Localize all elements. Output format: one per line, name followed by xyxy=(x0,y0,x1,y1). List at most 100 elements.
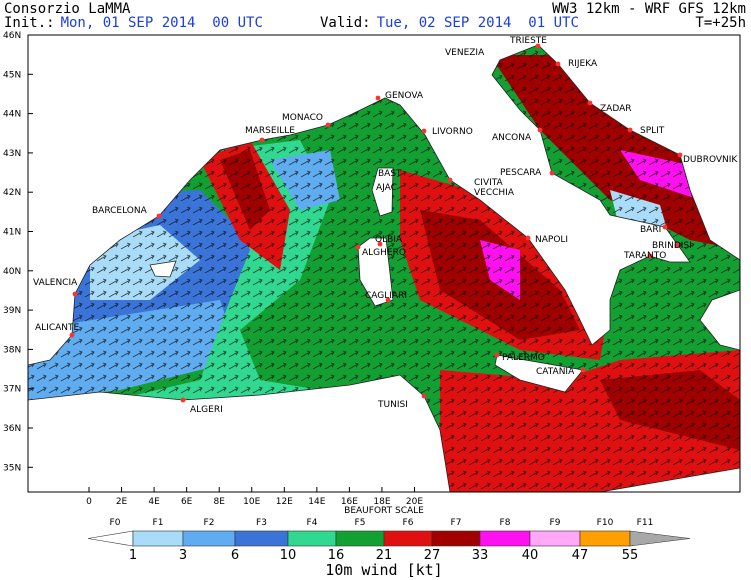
lead-time: T=+25h xyxy=(695,15,746,31)
land-africa xyxy=(28,374,451,492)
city-label: DUBROVNIK xyxy=(683,155,738,165)
legend-speed: 55 xyxy=(622,548,639,563)
legend-class: F6 xyxy=(403,518,414,528)
legend-class: F11 xyxy=(637,518,654,528)
lon-label: 6E xyxy=(181,497,193,507)
legend-speed: 40 xyxy=(522,548,539,563)
city-label: ALGHERO xyxy=(362,248,406,258)
init-time: Mon, 01 SEP 2014 00 UTC xyxy=(61,15,263,31)
city-dot xyxy=(355,244,361,250)
legend-class: F7 xyxy=(451,518,462,528)
city-dot xyxy=(494,352,500,358)
land-balearics xyxy=(149,260,177,278)
city-label: AJAC xyxy=(376,183,397,193)
land-sicily xyxy=(494,354,584,393)
legend-swatch xyxy=(479,530,531,547)
city-dot xyxy=(72,291,78,297)
legend-swatch xyxy=(431,530,481,547)
valid-line: Valid: Tue, 02 SEP 2014 01 UTC xyxy=(320,15,579,31)
city-dot xyxy=(325,122,331,128)
land-libya xyxy=(599,467,740,492)
valid-time: Tue, 02 SEP 2014 01 UTC xyxy=(377,15,579,31)
city-dot xyxy=(674,242,680,248)
legend-speed: 1 xyxy=(129,548,137,563)
init-label: Init.: xyxy=(4,15,55,31)
city-label: BARI xyxy=(640,225,661,235)
legend-speed: 27 xyxy=(424,548,441,563)
city-dot xyxy=(447,177,453,183)
city-dot xyxy=(421,393,427,399)
city-label: NAPOLI xyxy=(535,235,568,245)
lat-label: 39N xyxy=(3,306,21,316)
city-label: ALICANTE xyxy=(35,323,79,333)
lon-label: 14E xyxy=(308,497,325,507)
land-europe xyxy=(28,35,740,366)
model: WW3 12km - WRF GFS 12km xyxy=(552,1,746,17)
city-label: GENOVA xyxy=(385,91,424,101)
city-dot xyxy=(156,213,162,219)
city-dot xyxy=(377,241,383,247)
lat-label: 35N xyxy=(3,463,21,473)
city-dot xyxy=(537,127,543,133)
legend-class: F0 xyxy=(110,518,121,528)
city-dot xyxy=(580,367,586,373)
city-label: BAST xyxy=(378,169,402,179)
city-label: MARSEILLE xyxy=(245,126,295,136)
lon-label: 12E xyxy=(276,497,293,507)
city-label: OLBIA xyxy=(375,235,403,245)
city-label: VECCHIA xyxy=(474,188,515,198)
city-label: VENEZIA xyxy=(445,48,485,58)
city-label: PESCARA xyxy=(500,168,542,178)
lat-label: 37N xyxy=(3,385,21,395)
city-label: CAGLIARI xyxy=(365,291,407,301)
city-label: TARANTO xyxy=(623,251,666,261)
city-dot xyxy=(647,253,653,259)
title: Consorzio LaMMA xyxy=(4,1,131,17)
lat-label: 36N xyxy=(3,424,21,434)
city-label: TRIESTE xyxy=(509,36,547,46)
lon-label: 8E xyxy=(213,497,225,507)
lat-label: 40N xyxy=(3,267,21,277)
legend-title: BEAUFORT SCALE xyxy=(344,506,424,516)
lat-label: 42N xyxy=(3,188,21,198)
lat-label: 44N xyxy=(3,110,21,120)
city-dot xyxy=(662,224,668,230)
city-dot xyxy=(555,61,561,67)
legend-speed: 3 xyxy=(179,548,187,563)
city-dot xyxy=(375,95,381,101)
lat-label: 46N xyxy=(3,31,21,41)
city-label: VALENCIA xyxy=(33,278,78,288)
legend-speed: 47 xyxy=(572,548,589,563)
legend-class: F3 xyxy=(256,518,267,528)
lat-label: 41N xyxy=(3,228,21,238)
city-label: TUNISI xyxy=(377,400,408,410)
legend-swatch xyxy=(287,530,337,547)
map-field xyxy=(28,35,740,492)
city-label: PALERMO xyxy=(502,353,545,363)
city-dot xyxy=(385,297,391,303)
lat-label: 43N xyxy=(3,149,21,159)
city-label: RIJEKA xyxy=(568,59,598,69)
legend-swatch xyxy=(87,530,134,547)
city-label: ALGERI xyxy=(190,405,223,415)
city-dot xyxy=(180,397,186,403)
legend-speed: 6 xyxy=(231,548,239,563)
city-label: BARCELONA xyxy=(92,206,148,216)
lon-label: 20E xyxy=(406,497,423,507)
legend-class: F8 xyxy=(500,518,511,528)
legend: BEAUFORT SCALE 10m wind [kt] F0 F1 F2 F3 F4 F… xyxy=(87,506,691,579)
lon-label: 4E xyxy=(148,497,160,507)
city-label: MONACO xyxy=(282,113,323,123)
legend-swatch xyxy=(383,530,433,547)
city-dot xyxy=(535,43,541,49)
city-dot xyxy=(69,332,75,338)
lon-label: 0 xyxy=(86,497,92,507)
legend-swatch xyxy=(529,530,581,547)
city-dot xyxy=(627,127,633,133)
land-corsica xyxy=(371,167,394,217)
legend-swatch xyxy=(234,530,289,547)
lon-label: 18E xyxy=(373,497,390,507)
lon-label: 16E xyxy=(341,497,358,507)
map-frame xyxy=(27,34,741,493)
lat-label: 38N xyxy=(3,345,21,355)
